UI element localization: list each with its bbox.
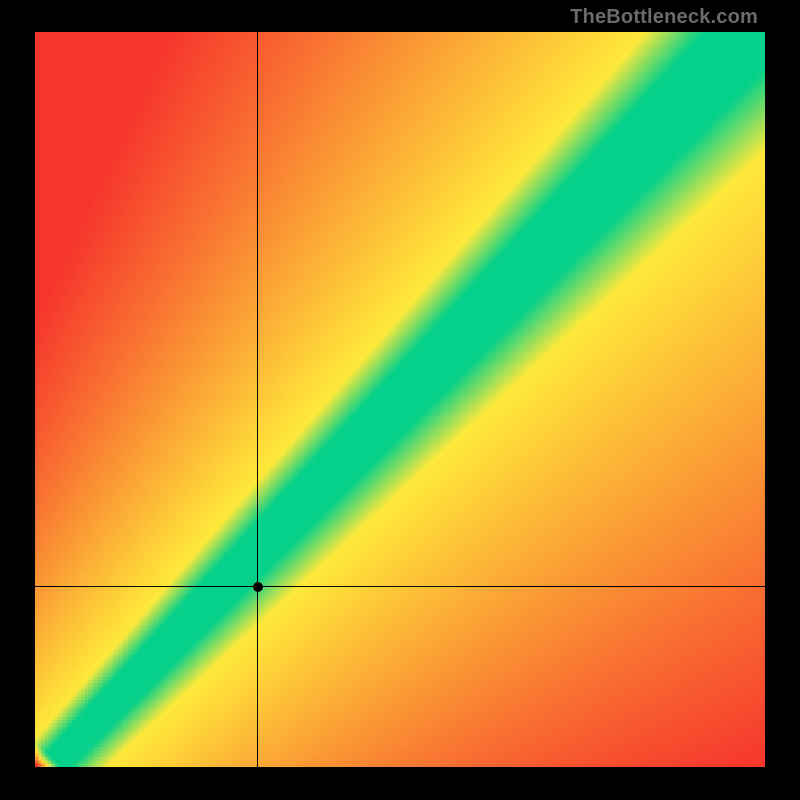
bottleneck-marker	[253, 582, 263, 592]
crosshair-horizontal	[35, 586, 765, 587]
heatmap-plot	[35, 32, 765, 767]
heatmap-canvas	[35, 32, 765, 767]
watermark-text: TheBottleneck.com	[570, 6, 758, 29]
crosshair-vertical	[257, 32, 258, 767]
